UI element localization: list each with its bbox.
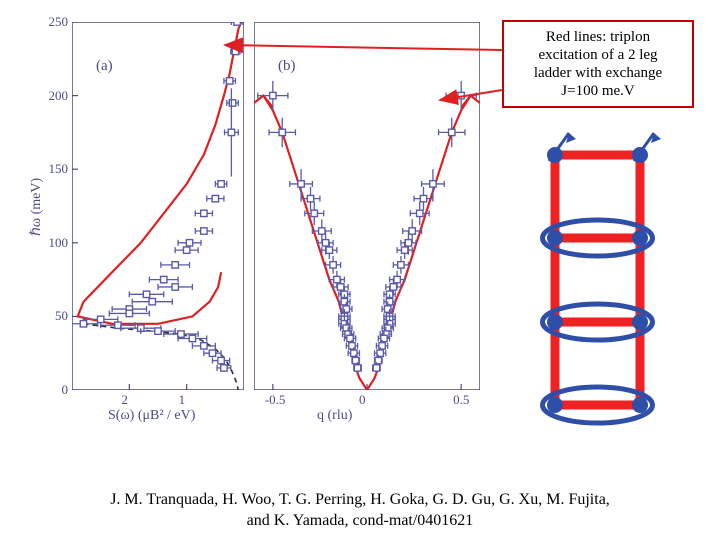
x-tick-label: 0 — [359, 392, 366, 408]
y-tick-label: 100 — [49, 235, 69, 251]
citation-line: J. M. Tranquada, H. Woo, T. G. Perring, … — [0, 490, 720, 511]
citation-line: and K. Yamada, cond-mat/0401621 — [0, 511, 720, 532]
y-tick-label: 250 — [49, 14, 69, 30]
panel-label: (a) — [96, 58, 113, 75]
y-tick-label: 0 — [62, 382, 69, 398]
x-tick-label: 1 — [179, 392, 186, 408]
citation-text: J. M. Tranquada, H. Woo, T. G. Perring, … — [0, 490, 720, 532]
panel-label: (b) — [278, 58, 296, 75]
x-tick-label: -0.5 — [265, 392, 286, 408]
x-tick-label: 2 — [121, 392, 128, 408]
x-tick-label: 0.5 — [453, 392, 469, 408]
y-tick-label: 50 — [55, 308, 68, 324]
y-tick-label: 200 — [49, 88, 69, 104]
x-axis-label: S(ω) (μB² / eV) — [108, 408, 195, 424]
x-axis-label: q (rlu) — [317, 408, 352, 424]
y-tick-label: 150 — [49, 161, 69, 177]
ladder-diagram — [0, 0, 720, 540]
